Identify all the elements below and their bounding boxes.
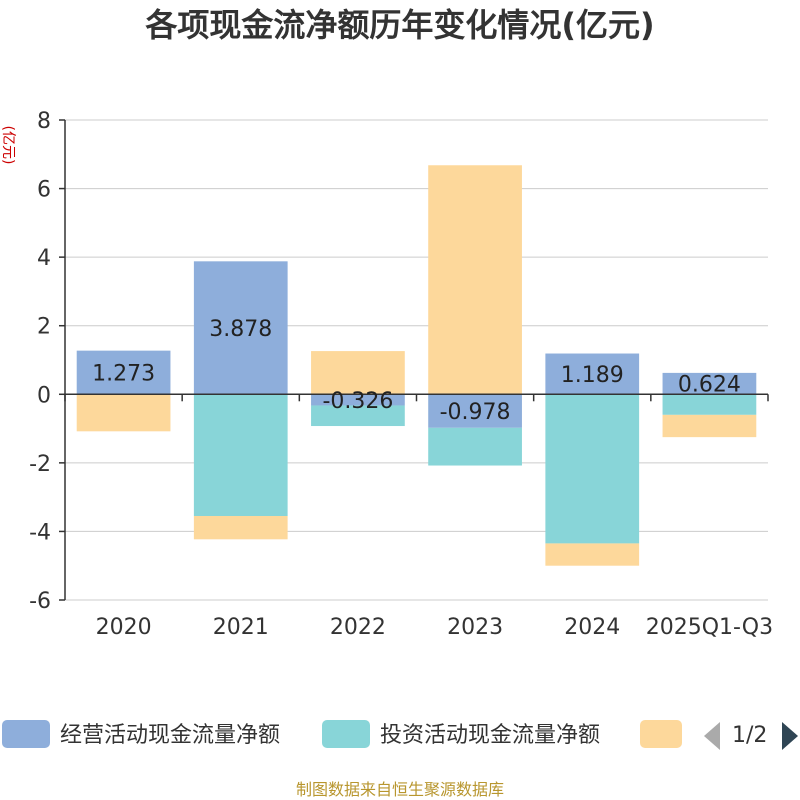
- bar-series1-2025Q1-Q3[interactable]: [662, 394, 757, 415]
- legend: 经营活动现金流量净额 投资活动现金流量净额 1/2: [2, 720, 798, 750]
- y-tick-label: 8: [37, 109, 51, 134]
- x-tick-labels: 2020 2021 2022 2023 2024 2025Q1-Q3: [96, 615, 774, 640]
- y-tick-label: 2: [37, 315, 51, 340]
- x-tick-label: 2023: [447, 615, 503, 640]
- legend-label-investing[interactable]: 投资活动现金流量净额: [380, 723, 600, 748]
- x-tick-label: 2025Q1-Q3: [646, 615, 773, 640]
- data-label: -0.978: [440, 400, 511, 425]
- legend-page-indicator: 1/2: [732, 723, 767, 748]
- legend-swatch-operating[interactable]: [2, 720, 50, 748]
- legend-next-page-icon[interactable]: [782, 722, 798, 750]
- chart-title: 各项现金流净额历年变化情况(亿元): [145, 6, 654, 44]
- y-axis-unit: (亿元): [0, 126, 16, 165]
- bar-series0-2025Q1-Q3[interactable]: [662, 372, 757, 395]
- data-label: 1.273: [92, 361, 155, 386]
- source-note: 制图数据来自恒生聚源数据库: [296, 780, 504, 799]
- bar-series2-2020[interactable]: [76, 394, 171, 432]
- y-tick-label: 4: [37, 246, 51, 271]
- legend-prev-page-icon[interactable]: [704, 722, 720, 750]
- x-tick-label: 2021: [213, 615, 269, 640]
- bar-series2-2021[interactable]: [193, 516, 288, 540]
- bar-series0-2020[interactable]: [76, 350, 171, 395]
- y-tick-label: -6: [29, 589, 51, 614]
- data-label: -0.326: [322, 389, 393, 414]
- bar-series0-2024[interactable]: [545, 353, 640, 395]
- bar-series2-2025Q1-Q3[interactable]: [662, 414, 757, 438]
- bar-series0-2023[interactable]: [428, 394, 522, 428]
- data-label: 0.624: [678, 373, 741, 398]
- bars: [76, 165, 757, 566]
- bar-series1-2021[interactable]: [193, 394, 288, 516]
- bar-series0-2021[interactable]: [193, 261, 288, 395]
- y-tick-label: 6: [37, 178, 51, 203]
- axes: [64, 120, 769, 600]
- bar-series1-2022[interactable]: [311, 405, 405, 427]
- bar-series1-2023[interactable]: [428, 427, 522, 466]
- y-tick-label: -2: [29, 452, 51, 477]
- bar-series2-2023[interactable]: [428, 165, 522, 395]
- x-tick-label: 2020: [96, 615, 152, 640]
- y-tick-label: 0: [37, 383, 51, 408]
- data-labels: 1.273 3.878 -0.326 -0.978 1.189 0.624: [92, 317, 741, 425]
- bar-series2-2024[interactable]: [545, 543, 640, 566]
- legend-swatch-investing[interactable]: [322, 720, 370, 748]
- x-tick-label: 2022: [330, 615, 386, 640]
- data-label: 3.878: [209, 317, 272, 342]
- x-tick-label: 2024: [564, 615, 620, 640]
- y-tick-label: -4: [29, 520, 51, 545]
- y-tick-labels: -6 -4 -2 0 2 4 6 8: [29, 109, 51, 614]
- bar-series1-2024[interactable]: [545, 394, 640, 544]
- data-label: 1.189: [561, 363, 624, 388]
- legend-label-operating[interactable]: 经营活动现金流量净额: [60, 723, 280, 748]
- bar-series2-2022[interactable]: [311, 351, 405, 395]
- legend-swatch-financing[interactable]: [640, 720, 682, 748]
- bar-series0-2022[interactable]: [311, 394, 405, 406]
